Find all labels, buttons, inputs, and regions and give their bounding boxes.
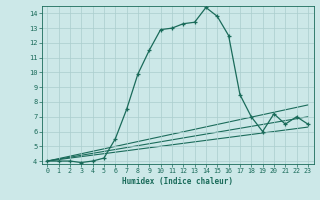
X-axis label: Humidex (Indice chaleur): Humidex (Indice chaleur)	[122, 177, 233, 186]
